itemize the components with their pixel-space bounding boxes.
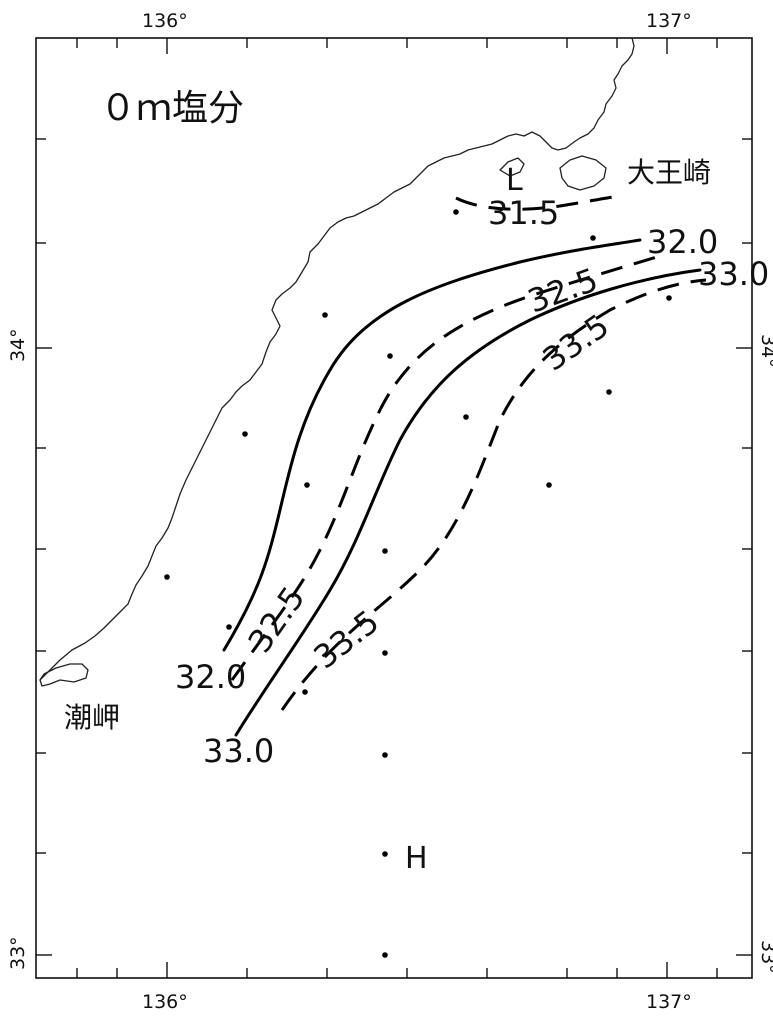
station-dot [590,235,596,241]
station-dot [666,295,672,301]
contour-label-33-0-sw: 33.0 [203,732,274,770]
lon-label-136-bottom: 136° [142,991,188,1013]
high-marker: H [405,841,428,876]
station-dot [382,851,388,857]
contour-label-33-5-sw: 33.5 [307,602,387,676]
station-dot [382,752,388,758]
station-dot [304,482,310,488]
top-ticks [76,38,718,54]
station-dot [606,389,612,395]
station-dot [382,548,388,554]
contour-label-32-0-ne: 32.0 [647,223,718,261]
station-dot [164,574,170,580]
contour-32-5 [230,254,661,681]
station-dot [242,431,248,437]
station-dot [546,482,552,488]
right-ticks [736,138,752,956]
left-ticks [36,138,52,956]
contour-label-31-5: 31.5 [488,194,559,232]
contour-33-5 [280,278,707,711]
place-label-daiozaki: 大王崎 [627,156,711,189]
station-dot [387,353,393,359]
lat-label-33-left: 33° [7,936,29,970]
contour-33-0 [234,268,702,737]
lat-label-34-right: 34° [757,334,773,368]
station-dot [463,414,469,420]
coastline [39,37,635,681]
coast-headland-shionomisaki [39,663,89,687]
lat-label-33-right: 33° [757,940,773,974]
coast-bay-inlet [499,157,525,177]
lat-label-34-left: 34° [7,328,29,362]
bottom-ticks [76,962,718,978]
place-label-shionomisaki: 潮岬 [64,701,120,734]
map-frame [35,37,753,979]
station-dot [322,312,328,318]
contours [222,194,707,737]
lon-label-136-top: 136° [142,10,188,32]
contour-label-33-0-ne: 33.0 [698,255,769,293]
contour-31-5 [455,194,621,211]
contour-label-32-0-sw: 32.0 [175,658,246,696]
lon-label-137-bottom: 137° [646,991,692,1013]
contour-32-0 [222,238,642,652]
contour-label-33-5-ne: 33.5 [536,307,616,379]
stations [164,209,672,958]
coast-bay-ago [559,155,607,191]
station-dot [382,952,388,958]
low-marker: L [506,163,523,198]
station-dot [382,650,388,656]
map-title: ０ｍ塩分 [100,88,244,129]
station-dot [453,209,459,215]
contour-label-32-5-sw: 32.5 [240,579,312,659]
station-dot [226,624,232,630]
lon-label-137-top: 137° [646,10,692,32]
station-dot [302,689,308,695]
